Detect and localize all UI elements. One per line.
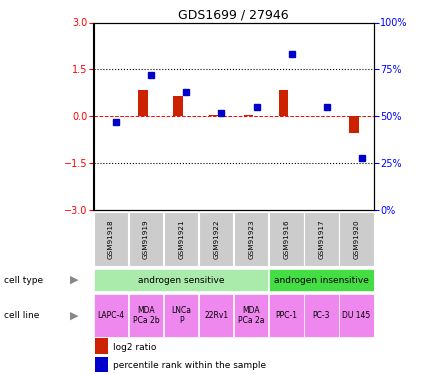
Bar — [234, 211, 269, 266]
Text: log2 ratio: log2 ratio — [113, 343, 156, 352]
Text: LAPC-4: LAPC-4 — [97, 311, 125, 320]
Text: GSM91918: GSM91918 — [108, 219, 114, 259]
Text: GSM91921: GSM91921 — [178, 219, 184, 259]
Bar — [164, 211, 198, 266]
Bar — [269, 294, 303, 337]
Bar — [129, 211, 163, 266]
Bar — [94, 294, 128, 337]
Text: ▶: ▶ — [70, 275, 79, 285]
Bar — [269, 211, 303, 266]
Bar — [304, 294, 339, 337]
Title: GDS1699 / 27946: GDS1699 / 27946 — [178, 8, 289, 21]
Bar — [94, 269, 269, 291]
Text: cell line: cell line — [4, 311, 40, 320]
Text: MDA
PCa 2b: MDA PCa 2b — [133, 306, 159, 325]
Text: MDA
PCa 2a: MDA PCa 2a — [238, 306, 264, 325]
Bar — [234, 294, 269, 337]
Bar — [339, 294, 374, 337]
Text: GSM91920: GSM91920 — [354, 219, 360, 259]
Text: GSM91923: GSM91923 — [248, 219, 254, 259]
Bar — [164, 294, 198, 337]
Bar — [304, 211, 339, 266]
Text: GSM91922: GSM91922 — [213, 219, 219, 259]
Text: androgen sensitive: androgen sensitive — [138, 276, 224, 285]
Bar — [95, 339, 108, 354]
Text: PPC-1: PPC-1 — [275, 311, 298, 320]
Text: DU 145: DU 145 — [343, 311, 371, 320]
Bar — [209, 115, 218, 116]
Bar — [244, 115, 253, 116]
Text: cell type: cell type — [4, 276, 43, 285]
Bar — [269, 269, 374, 291]
Text: ▶: ▶ — [70, 310, 79, 321]
Bar — [339, 211, 374, 266]
Bar — [173, 96, 183, 116]
Text: 22Rv1: 22Rv1 — [204, 311, 228, 320]
Bar — [94, 211, 128, 266]
Text: percentile rank within the sample: percentile rank within the sample — [113, 361, 266, 370]
Text: androgen insensitive: androgen insensitive — [274, 276, 369, 285]
Bar — [95, 357, 108, 372]
Text: GSM91919: GSM91919 — [143, 219, 149, 259]
Text: GSM91916: GSM91916 — [283, 219, 289, 259]
Bar — [199, 211, 233, 266]
Text: PC-3: PC-3 — [313, 311, 330, 320]
Bar — [349, 116, 359, 134]
Bar — [199, 294, 233, 337]
Bar — [139, 90, 148, 116]
Text: LNCa
P: LNCa P — [171, 306, 191, 325]
Bar — [279, 90, 289, 116]
Text: GSM91917: GSM91917 — [318, 219, 324, 259]
Bar — [129, 294, 163, 337]
